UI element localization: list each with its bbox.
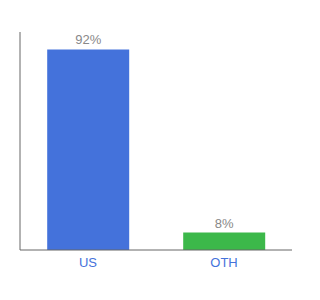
svg-text:US: US	[79, 255, 97, 270]
svg-text:92%: 92%	[75, 32, 101, 47]
svg-text:8%: 8%	[215, 216, 234, 231]
svg-text:OTH: OTH	[210, 255, 237, 270]
